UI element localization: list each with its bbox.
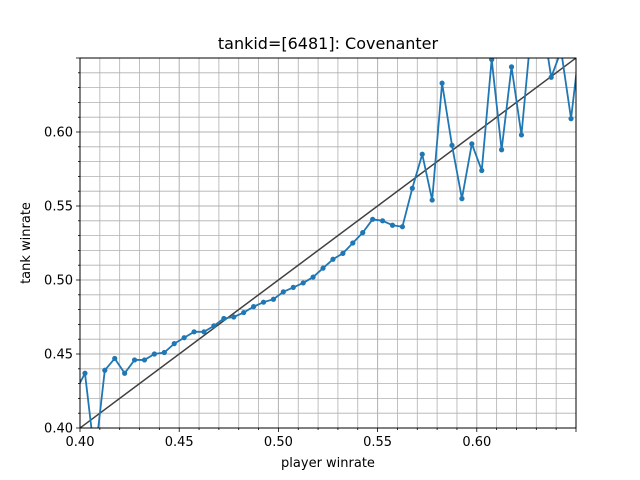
data-point [489,58,495,63]
data-point [112,355,118,362]
reference-line [80,58,576,428]
data-point [330,256,336,262]
data-point [141,357,148,363]
data-point [280,289,286,295]
data-point [191,329,197,335]
data-point [102,367,108,373]
data-point [379,218,386,224]
y-tick-label: 0.55 [44,200,73,215]
tick-labels: 0.40 0.45 0.50 0.55 0.60 0.40 0.45 0.50 0.55 0.60 [44,126,491,451]
data-point [389,222,396,228]
data-point [161,349,167,356]
data-point [320,265,326,271]
data-point [260,299,267,305]
data-point [221,315,227,322]
data-point [568,116,574,122]
x-axis-label: player winrate [281,456,375,471]
minor-grid [80,58,576,428]
y-tick-label: 0.40 [44,422,73,437]
data-point [181,335,187,341]
data-point [409,185,415,191]
data-point [270,296,277,302]
data-point [419,151,425,157]
data-point [439,80,445,86]
y-tick-label: 0.45 [44,348,73,363]
x-tick-label: 0.60 [462,435,491,450]
data-point [241,309,247,316]
data-point [548,74,554,80]
data-point [429,197,435,203]
data-point [360,230,366,236]
data-point [449,142,455,148]
data-point [231,314,237,320]
chart-title: tankid=[6481]: Covenanter [218,34,439,53]
data-point [350,240,356,246]
data-point [251,304,257,310]
data-point [122,370,128,376]
x-tick-label: 0.40 [66,435,95,450]
plot-area [80,58,576,428]
y-axis-label: tank winrate [19,202,34,284]
data-point [131,357,138,363]
data-point [171,341,177,347]
y-tick-label: 0.50 [44,274,73,289]
data-point [82,370,88,376]
data-point [469,141,475,147]
data-point [151,351,157,357]
series-markers [82,58,574,376]
data-point [370,216,376,222]
data-point [211,323,217,329]
y-tick-label: 0.60 [44,126,73,141]
data-point [459,196,465,202]
x-tick-label: 0.45 [165,435,194,450]
data-point [499,147,505,153]
data-point [201,329,207,335]
series-line [80,58,576,428]
axis-ticks [76,57,577,432]
data-point [340,250,346,256]
x-tick-label: 0.55 [363,435,392,450]
data-point [399,224,405,230]
plot-frame [79,57,577,429]
data-point [518,132,525,138]
data-point [310,274,316,280]
data-point [479,167,485,174]
data-point [290,284,296,290]
data-point [508,64,515,70]
data-point [300,280,306,286]
x-tick-label: 0.50 [264,435,293,450]
